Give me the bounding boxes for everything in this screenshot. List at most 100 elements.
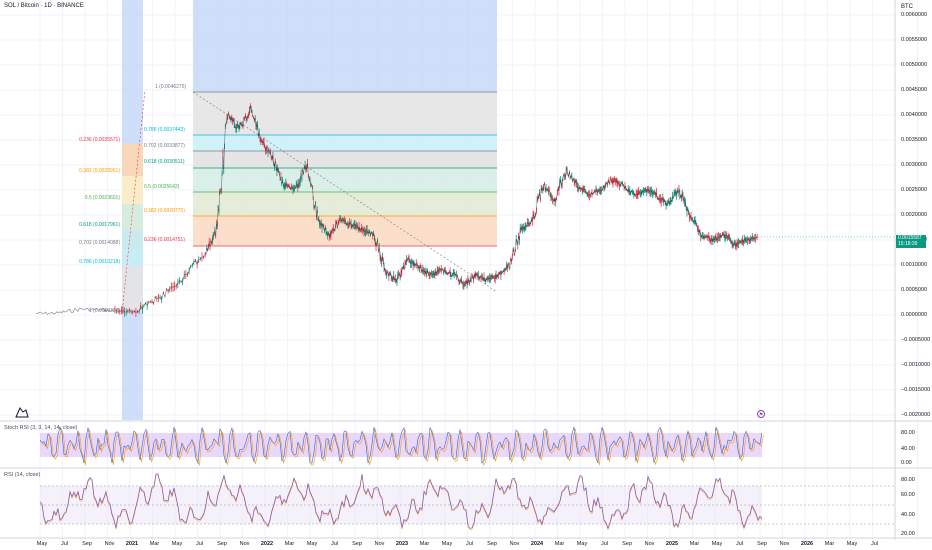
fib-right-label-1: 0.702 (0.0033877) — [144, 143, 185, 149]
rsi-title[interactable]: RSI (14, close) — [4, 472, 41, 478]
time-tick-11: Mar — [284, 541, 295, 547]
stoch-tick-1: 40.00 — [901, 446, 915, 452]
time-tick-10: 2022 — [260, 541, 274, 547]
time-tick-35: Mar — [824, 541, 835, 547]
fib-right-zone-4 — [193, 192, 497, 216]
time-tick-37: Jul — [870, 541, 879, 547]
price-tick-4: 0.0040000 — [901, 112, 927, 118]
flag-icon[interactable]: ⚑ — [757, 410, 765, 418]
fib-left-label-2: 0.5 (0.0023601) — [84, 195, 120, 201]
time-tick-33: Nov — [779, 541, 790, 547]
time-tick-32: Sep — [757, 541, 767, 547]
time-tick-7: Jul — [195, 541, 204, 547]
fib-left-zone-0 — [122, 144, 143, 176]
time-tick-23: Mar — [554, 541, 565, 547]
fib-right-zone-2 — [193, 151, 497, 168]
rsi-line — [39, 473, 763, 530]
time-tick-9: Nov — [239, 541, 250, 547]
price-tick-6: 0.0030000 — [901, 162, 927, 168]
stoch-d-line — [41, 427, 764, 467]
time-tick-18: May — [441, 541, 453, 547]
fib-left-label-3: 0.618 (0.0017961) — [79, 222, 120, 228]
price-tick-10: 0.0010000 — [901, 262, 927, 268]
fib-right-label-0: 0.786 (0.0037443) — [144, 127, 185, 133]
time-tick-5: Mar — [149, 541, 160, 547]
time-tick-1: Jul — [60, 541, 69, 547]
time-tick-30: May — [711, 541, 723, 547]
time-tick-12: May — [306, 541, 318, 547]
time-tick-22: 2024 — [530, 541, 544, 547]
time-tick-4: 2021 — [125, 541, 139, 547]
price-tick-14: −0.0010000 — [901, 362, 931, 368]
trend-line-left — [121, 89, 146, 314]
time-tick-26: Sep — [622, 541, 632, 547]
time-tick-24: May — [576, 541, 588, 547]
stoch-tick-0: 80.00 — [901, 430, 915, 436]
stoch-tick-2: 0.00 — [901, 460, 912, 466]
time-tick-34: 2026 — [800, 541, 814, 547]
price-tick-5: 0.0035000 — [901, 137, 927, 143]
price-tick-13: −0.0005000 — [901, 337, 931, 343]
last-price-countdown: 15:18:39 — [898, 241, 918, 247]
fib-right-zone-1 — [193, 135, 497, 151]
time-tick-8: Sep — [217, 541, 227, 547]
time-tick-6: May — [171, 541, 183, 547]
time-tick-15: Nov — [374, 541, 385, 547]
fib-right-label-4: 0.382 (0.0020775) — [144, 208, 185, 214]
rsi-tick-2: 40.00 — [901, 512, 915, 518]
fib-left-label-5: 0.786 (0.0010218) — [79, 259, 120, 265]
price-tick-12: 0.0000000 — [901, 312, 927, 318]
fib-right-zone-0 — [193, 92, 497, 135]
fib-left-label-1: 0.382 (0.0028951) — [79, 168, 120, 174]
fib-left-zone-1 — [122, 176, 143, 204]
price-tick-2: 0.0050000 — [901, 62, 927, 68]
time-tick-21: Nov — [509, 541, 520, 547]
price-tick-15: −0.0015000 — [901, 387, 931, 393]
fib-left-zone-3 — [122, 230, 143, 249]
fib-left-zone-5 — [122, 266, 143, 313]
price-tick-16: −0.0020000 — [901, 412, 931, 418]
fib-right-label-5: 0.236 (0.0014751) — [144, 237, 185, 243]
tradingview-logo-icon — [15, 407, 29, 418]
fib-left-label-6: 1 (0.0000337) — [88, 308, 120, 314]
symbol-header[interactable]: SOL / Bitcoin · 1D · BINANCE — [4, 3, 84, 9]
time-tick-16: 2023 — [395, 541, 409, 547]
price-tick-11: 0.0005000 — [901, 287, 927, 293]
fib-right-label-2: 0.618 (0.0030511) — [144, 159, 185, 165]
fib-right-zone-3 — [193, 168, 497, 192]
time-tick-25: Jul — [600, 541, 609, 547]
time-tick-14: Sep — [352, 541, 362, 547]
price-tick-7: 0.0025000 — [901, 187, 927, 193]
fib-left-label-4: 0.702 (0.0014088) — [79, 240, 120, 246]
last-price-badge: 0.0015587 15:18:39 — [896, 235, 926, 248]
date-range-zone-right — [193, 0, 497, 92]
time-tick-27: Nov — [644, 541, 655, 547]
fib-right-label-3: 0.5 (0.0025643) — [144, 184, 180, 190]
price-tick-8: 0.0020000 — [901, 212, 927, 218]
price-tick-1: 0.0055000 — [901, 37, 927, 43]
price-tick-0: 0.0060000 — [901, 12, 927, 18]
rsi-tick-1: 60.00 — [901, 492, 915, 498]
fib-left-label-0: 0.236 (0.0035571) — [79, 137, 120, 143]
fib-left-zone-2 — [122, 204, 143, 230]
price-line — [35, 105, 758, 315]
time-tick-2: Sep — [82, 541, 92, 547]
time-tick-17: Mar — [419, 541, 430, 547]
time-tick-29: Mar — [689, 541, 700, 547]
time-tick-28: 2025 — [665, 541, 679, 547]
price-tick-3: 0.0045000 — [901, 87, 927, 93]
rsi-tick-3: 20.00 — [901, 531, 915, 537]
fib-left-top-label: 1 (0.0046275) — [155, 84, 187, 90]
time-tick-31: Jul — [735, 541, 744, 547]
time-tick-19: Jul — [465, 541, 474, 547]
stoch-rsi-title[interactable]: Stoch RSI (3, 3, 14, 14, close) — [4, 425, 78, 431]
fib-left-zone-4 — [122, 249, 143, 266]
currency-label: BTC — [901, 4, 913, 10]
time-tick-36: May — [846, 541, 858, 547]
time-tick-13: Jul — [330, 541, 339, 547]
time-tick-20: Sep — [487, 541, 497, 547]
time-tick-3: Nov — [104, 541, 115, 547]
last-price-value: 0.0015587 — [898, 235, 922, 241]
rsi-tick-0: 80.00 — [901, 477, 915, 483]
